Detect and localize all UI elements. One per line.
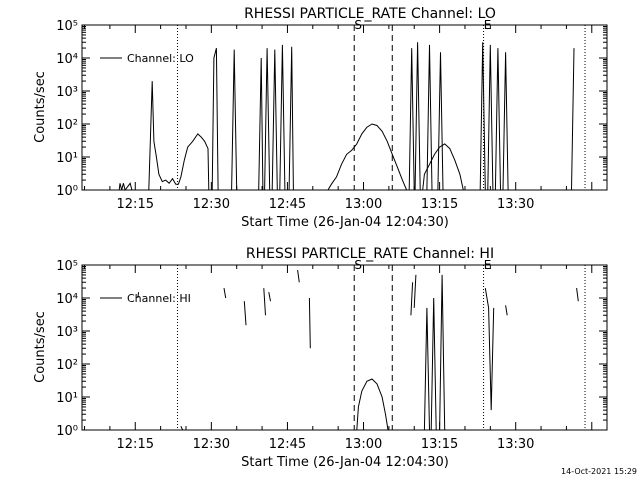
hi-data-line [356,378,389,431]
lo-x-axis-label: Start Time (26-Jan-04 12:04:30) [241,215,449,230]
lo-data-line [426,44,433,191]
lo-y-tick-label: 10⁴ [56,52,78,67]
hi-legend-label: Channel: HI [127,292,191,305]
lo-data-line [271,49,278,191]
lo-channel-panel: RHESSI PARTICLE_RATE Channel: LO 10⁰10¹1… [33,6,608,230]
hi-y-tick-label: 10¹ [56,391,78,406]
lo-data-line [571,48,575,191]
lo-data-line [211,47,219,191]
lo-data-line [279,44,286,191]
lo-data-line [264,48,271,191]
lo-x-tick-label: 13:30 [497,197,534,212]
hi-series [137,270,579,431]
hi-data-line [137,292,140,299]
hi-data-line [439,274,446,431]
hi-y-tick-label: 10³ [56,325,78,340]
hi-axis-ticks: 10⁰ 10¹ 10² 10³ 10⁴ 10⁵ 12:15 12:30 12:45 13:00 13… [56,259,607,452]
hi-data-line [484,288,495,411]
hi-data-line [223,288,227,299]
hi-y-tick-label: 10² [56,358,78,373]
hi-y-tick-label: 10⁴ [56,292,78,307]
hi-x-tick-label: 12:15 [117,437,154,452]
lo-x-tick-label: 12:30 [193,197,230,212]
lo-y-tick-label: 10⁰ [56,184,78,199]
hi-data-line [268,292,271,302]
hi-data-line [413,274,417,308]
lo-x-tick-label: 12:45 [269,197,306,212]
lo-axis-ticks: 10⁰ 10¹ 10² 10³ 10⁴ 10⁵ 12:15 12:30 12:45 13:00 13… [56,19,607,212]
lo-series [118,42,575,192]
lo-data-line [414,42,421,191]
hi-data-line [430,297,437,431]
hi-y-tick-label: 10⁰ [56,424,78,439]
lo-data-line [479,42,486,191]
generation-timestamp: 14-Oct-2021 15:29 [561,467,637,476]
hi-x-tick-label: 13:30 [497,437,534,452]
hi-channel-panel: RHESSI PARTICLE_RATE Channel: HI 10⁰10¹1… [33,246,608,470]
hi-plot-frame [81,264,608,431]
lo-x-tick-label: 12:15 [117,197,154,212]
lo-plot-frame [81,24,608,191]
hi-data-line [243,301,247,326]
lo-data-line [148,81,210,191]
hi-x-tick-label: 13:00 [345,437,382,452]
lo-x-tick-label: 13:15 [421,197,458,212]
lo-y-tick-label: 10¹ [56,151,78,166]
hi-x-axis-label: Start Time (26-Jan-04 12:04:30) [241,455,449,470]
lo-data-line [502,52,509,191]
lo-data-line [487,44,494,191]
hi-data-line [410,282,414,316]
hi-data-line [263,288,266,316]
lo-x-tick-label: 13:00 [345,197,382,212]
lo-y-axis-label: Counts/sec [33,71,48,143]
lo-event-label: S [354,18,362,32]
hi-x-tick-label: 12:30 [193,437,230,452]
lo-data-line [288,46,294,191]
lo-data-line [408,48,415,191]
hi-legend: Channel: HI [100,292,191,305]
lo-data-line [437,52,444,191]
lo-data-line [327,123,408,191]
hi-x-tick-label: 12:45 [269,437,306,452]
hi-data-line [505,305,508,316]
hi-chart-title: RHESSI PARTICLE_RATE Channel: HI [246,246,494,262]
lo-data-line [231,49,238,191]
hi-data-line [180,425,184,431]
hi-event-label: S [354,258,362,272]
lo-event-label: E [484,18,492,32]
hi-data-line [297,270,300,283]
lo-chart-title: RHESSI PARTICLE_RATE Channel: LO [244,6,496,22]
lo-legend: Channel: LO [100,52,194,65]
lo-y-tick-label: 10³ [56,85,78,100]
lo-data-line [258,57,264,191]
hi-data-line [423,307,430,431]
hi-y-axis-label: Counts/sec [33,311,48,383]
hi-y-tick-label: 10⁵ [56,259,78,274]
hi-event-label: E [484,258,492,272]
lo-y-tick-label: 10² [56,118,78,133]
lo-data-line [494,48,501,191]
hi-x-tick-label: 13:15 [421,437,458,452]
hi-data-line [576,288,579,302]
lo-y-tick-label: 10⁵ [56,19,78,34]
lo-legend-label: Channel: LO [127,52,194,65]
lo-data-line [118,182,133,192]
hi-data-line [308,297,311,349]
